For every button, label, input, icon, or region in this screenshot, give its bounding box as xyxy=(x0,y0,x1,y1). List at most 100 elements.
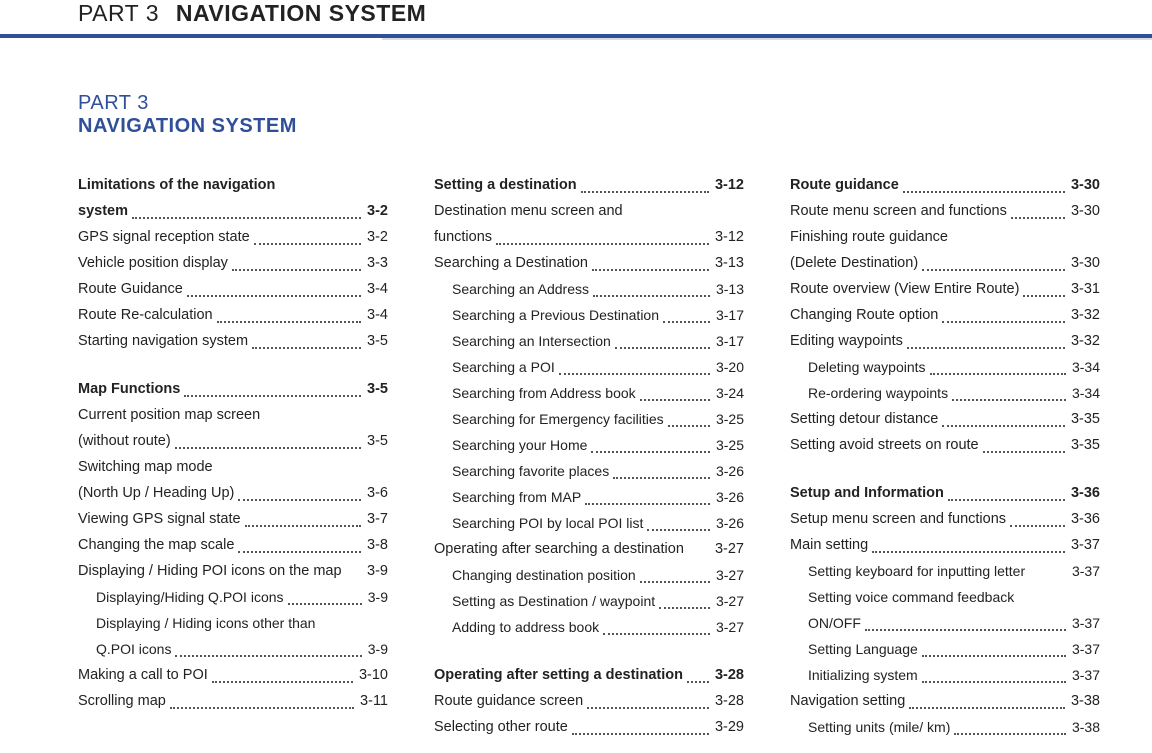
toc-item-label: Viewing GPS signal state xyxy=(78,506,241,532)
toc-page: 3-20 xyxy=(714,354,744,380)
toc-subitem: Setting Language3-37 xyxy=(790,636,1100,662)
toc-page: 3-13 xyxy=(713,250,744,276)
toc-page: 3-34 xyxy=(1070,354,1100,380)
toc-item-label: Operating after searching a destination xyxy=(434,536,684,562)
toc-subitem-label: Deleting waypoints xyxy=(790,354,926,380)
toc-subitem: Searching from MAP3-26 xyxy=(434,484,744,510)
toc-item: Operating after searching a destination3… xyxy=(434,536,744,562)
header-title: PART 3 NAVIGATION SYSTEM xyxy=(78,0,426,27)
toc-item: Setting detour distance3-35 xyxy=(790,406,1100,432)
toc-column-2: Setting a destination3-12Destination men… xyxy=(434,172,744,740)
toc-subitem: Searching your Home3-25 xyxy=(434,432,744,458)
toc-item-label: Vehicle position display xyxy=(78,250,228,276)
subhead-title: NAVIGATION SYSTEM xyxy=(78,115,1152,138)
toc-section-label: Limitations of the navigation xyxy=(78,172,388,198)
toc-item: Selecting other route3-29 xyxy=(434,714,744,740)
toc-section-label: Route guidance xyxy=(790,172,899,198)
header-part: PART 3 xyxy=(78,0,159,26)
toc-item-label: functions xyxy=(434,224,492,250)
toc-page: 3-30 xyxy=(1069,172,1100,198)
toc-leader xyxy=(170,707,354,709)
toc-page: 3-26 xyxy=(714,458,744,484)
toc-subitem: Searching POI by local POI list3-26 xyxy=(434,510,744,536)
toc-leader xyxy=(238,551,361,553)
toc-page: 3-7 xyxy=(365,506,388,532)
toc-page: 3-37 xyxy=(1069,532,1100,558)
toc-item-label: Displaying / Hiding POI icons on the map xyxy=(78,558,342,584)
toc-subitem: Searching a POI 3-20 xyxy=(434,354,744,380)
toc-page: 3-25 xyxy=(714,406,744,432)
toc-subitem: Searching for Emergency facilities3-25 xyxy=(434,406,744,432)
toc-page: 3-13 xyxy=(714,276,744,302)
toc-item: Setup menu screen and functions3-36 xyxy=(790,506,1100,532)
toc-page: 3-37 xyxy=(1070,636,1100,662)
toc-page: 3-9 xyxy=(366,584,388,610)
toc-item-label: Setting avoid streets on route xyxy=(790,432,979,458)
toc-leader xyxy=(952,399,1066,401)
toc-item-label: Changing Route option xyxy=(790,302,938,328)
toc-section: Route guidance 3-30 xyxy=(790,172,1100,198)
toc-subitem: Changing destination position3-27 xyxy=(434,562,744,588)
toc-subitem: Searching favorite places3-26 xyxy=(434,458,744,484)
toc-item: Making a call to POI3-10 xyxy=(78,662,388,688)
toc-page: 3-34 xyxy=(1070,380,1100,406)
toc-item-label: Route menu screen and functions xyxy=(790,198,1007,224)
toc-leader xyxy=(942,321,1065,323)
toc-subitem-label: Setting keyboard for inputting letter xyxy=(790,558,1025,584)
toc-subitem-label: Searching a POI xyxy=(434,354,555,380)
toc-page: 3-12 xyxy=(713,224,744,250)
toc-leader xyxy=(591,451,710,453)
toc-page: 3-32 xyxy=(1069,302,1100,328)
toc-item-label: Main setting xyxy=(790,532,868,558)
toc-spacer xyxy=(434,640,744,662)
toc-subitem-label: Changing destination position xyxy=(434,562,636,588)
toc-subitem-label: Displaying / Hiding icons other than xyxy=(78,610,388,636)
toc-page: 3-32 xyxy=(1069,328,1100,354)
toc-leader xyxy=(238,499,361,501)
toc-page: 3-4 xyxy=(365,302,388,328)
toc-item: Changing the map scale3-8 xyxy=(78,532,388,558)
toc-page: 3-24 xyxy=(714,380,744,406)
toc-leader xyxy=(175,655,361,657)
toc-item: Scrolling map3-11 xyxy=(78,688,388,714)
toc-leader xyxy=(948,499,1065,501)
toc-leader xyxy=(922,655,1066,657)
toc-page: 3-17 xyxy=(714,302,744,328)
toc-page: 3-29 xyxy=(713,714,744,740)
toc-subitem-label: Searching an Address xyxy=(434,276,589,302)
toc-section-label: Setting a destination xyxy=(434,172,577,198)
subheading: PART 3 NAVIGATION SYSTEM xyxy=(78,92,1152,138)
toc-spacer xyxy=(790,458,1100,480)
toc-item-label: Changing the map scale xyxy=(78,532,234,558)
toc-subitem-label: Adding to address book xyxy=(434,614,599,640)
toc-leader xyxy=(585,503,710,505)
toc-subitem-label: Searching an Intersection xyxy=(434,328,611,354)
toc-item-label: Route overview (View Entire Route) xyxy=(790,276,1019,302)
toc-leader xyxy=(615,347,710,349)
toc-page: 3-4 xyxy=(365,276,388,302)
toc-item: (without route)3-5 xyxy=(78,428,388,454)
toc-leader xyxy=(930,373,1066,375)
toc-item-label: (without route) xyxy=(78,428,171,454)
toc-item: Changing Route option 3-32 xyxy=(790,302,1100,328)
toc-item-label: Editing waypoints xyxy=(790,328,903,354)
toc-section: Map Functions3-5 xyxy=(78,376,388,402)
toc-subitem-label: Re-ordering waypoints xyxy=(790,380,948,406)
toc-subitem: Initializing system3-37 xyxy=(790,662,1100,688)
toc-leader xyxy=(245,525,361,527)
toc-page: 3-17 xyxy=(714,328,744,354)
toc-item: Editing waypoints 3-32 xyxy=(790,328,1100,354)
toc-subitem-label: Setting as Destination / waypoint xyxy=(434,588,655,614)
toc-page: 3-12 xyxy=(713,172,744,198)
toc-leader xyxy=(581,191,709,193)
toc-item-label: GPS signal reception state xyxy=(78,224,250,250)
toc-leader xyxy=(922,269,1065,271)
toc-leader xyxy=(132,217,361,219)
toc-spacer xyxy=(78,354,388,376)
toc-subitem-label: Q.POI icons xyxy=(78,636,171,662)
toc-item-label: Switching map mode xyxy=(78,454,388,480)
toc-item: Route menu screen and functions3-30 xyxy=(790,198,1100,224)
toc-leader xyxy=(1011,217,1065,219)
toc-item-label: Making a call to POI xyxy=(78,662,208,688)
toc-subitem-label: Searching your Home xyxy=(434,432,587,458)
